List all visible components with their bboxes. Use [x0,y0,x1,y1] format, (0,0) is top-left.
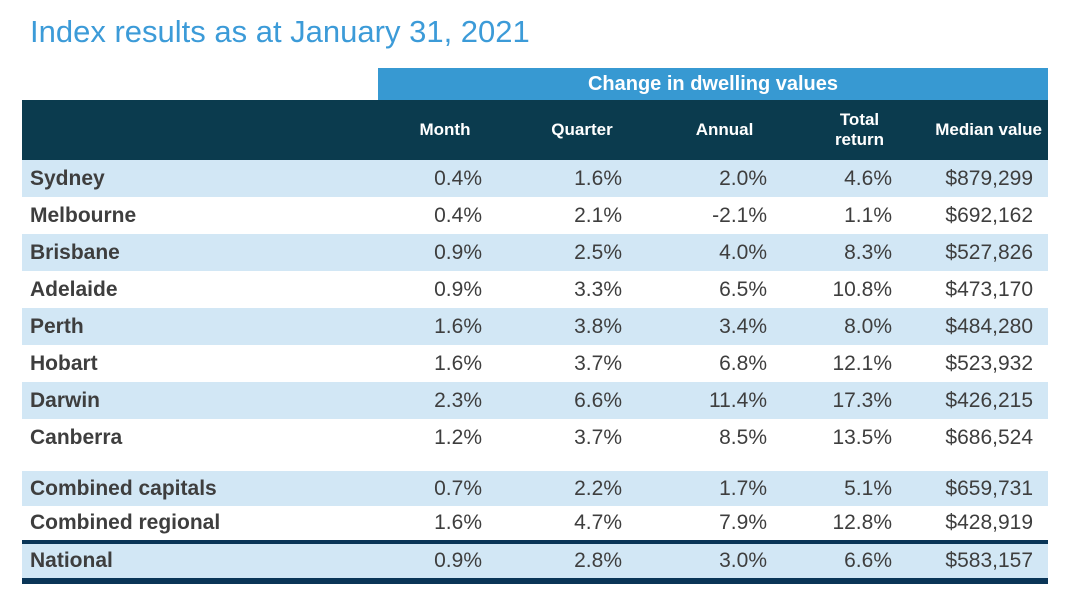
row-label: Perth [30,314,84,338]
cell-total-return: 5.1% [844,476,892,500]
table-row-sydney: Sydney 0.4% 1.6% 2.0% 4.6% $879,299 [22,160,1048,197]
cell-month: 0.4% [434,166,482,190]
cell-quarter: 1.6% [574,166,622,190]
cell-median-value: $692,162 [945,203,1033,227]
table-row-brisbane: Brisbane 0.9% 2.5% 4.0% 8.3% $527,826 [22,234,1048,271]
row-label: Melbourne [30,203,137,227]
cell-total-return: 8.3% [844,240,892,264]
cell-quarter: 3.3% [574,277,622,301]
table-row-national: National 0.9% 2.8% 3.0% 6.6% $583,157 [22,540,1048,584]
cell-month: 1.2% [434,425,482,449]
change-in-dwelling-values-band: Change in dwelling values [378,68,1048,100]
cell-quarter: 4.7% [574,511,622,534]
cell-quarter: 2.5% [574,240,622,264]
col-header-quarter: Quarter [551,120,613,139]
cell-annual: 3.4% [719,314,767,338]
table-row-melbourne: Melbourne 0.4% 2.1% -2.1% 1.1% $692,162 [22,197,1048,234]
cell-total-return: 12.1% [832,351,892,375]
cell-month: 2.3% [434,388,482,412]
table-row-darwin: Darwin 2.3% 6.6% 11.4% 17.3% $426,215 [22,382,1048,419]
col-header-month: Month [419,120,471,139]
cell-median-value: $527,826 [945,240,1033,264]
cell-total-return: 6.6% [844,549,892,572]
cell-median-value: $428,919 [945,511,1033,534]
col-header-total-return-label: Total return [834,109,885,149]
cell-quarter: 3.8% [574,314,622,338]
page-title: Index results as at January 31, 2021 [30,14,530,49]
cell-median-value: $583,157 [945,549,1033,572]
table-row-adelaide: Adelaide 0.9% 3.3% 6.5% 10.8% $473,170 [22,271,1048,308]
row-label: Combined capitals [30,476,217,500]
cell-median-value: $484,280 [945,314,1033,338]
cell-month: 1.6% [434,511,482,534]
cell-month: 0.9% [434,277,482,301]
cell-median-value: $523,932 [945,351,1033,375]
row-label: Combined regional [30,511,221,534]
cell-median-value: $879,299 [945,166,1033,190]
column-header-row: Month Quarter Annual Total return Median… [22,100,1048,160]
cell-month: 0.9% [434,240,482,264]
cell-month: 1.6% [434,351,482,375]
cell-quarter: 6.6% [574,388,622,412]
row-label: Adelaide [30,277,118,301]
row-label: National [30,549,113,572]
cell-annual: 6.8% [719,351,767,375]
cell-total-return: 12.8% [832,511,892,534]
cell-median-value: $426,215 [945,388,1033,412]
row-label: Darwin [30,388,101,412]
cell-annual: 8.5% [719,425,767,449]
cell-month: 0.9% [434,549,482,572]
col-header-median-value: Median value [935,120,1042,139]
cell-quarter: 3.7% [574,351,622,375]
cell-annual: -2.1% [712,203,767,227]
band-row: Change in dwelling values [22,68,1048,100]
row-label: Brisbane [30,240,120,264]
row-label: Sydney [30,166,105,190]
cell-month: 1.6% [434,314,482,338]
band-spacer [22,68,378,100]
table-row-canberra: Canberra 1.2% 3.7% 8.5% 13.5% $686,524 [22,419,1048,456]
cell-median-value: $659,731 [945,476,1033,500]
cell-total-return: 17.3% [832,388,892,412]
cell-annual: 11.4% [709,388,767,412]
table-row-combined-capitals: Combined capitals 0.7% 2.2% 1.7% 5.1% $6… [22,471,1048,506]
cell-annual: 6.5% [719,277,767,301]
cell-median-value: $686,524 [945,425,1033,449]
col-header-annual: Annual [695,120,754,139]
cell-quarter: 3.7% [574,425,622,449]
cell-total-return: 13.5% [832,425,892,449]
cell-annual: 4.0% [719,240,767,264]
index-results-table: Change in dwelling values Month Quarter … [22,68,1048,584]
row-label: Canberra [30,425,123,449]
table-row-perth: Perth 1.6% 3.8% 3.4% 8.0% $484,280 [22,308,1048,345]
cell-month: 0.7% [434,476,482,500]
table-row-combined-regional: Combined regional 1.6% 4.7% 7.9% 12.8% $… [22,506,1048,540]
cell-quarter: 2.8% [574,549,622,572]
cell-total-return: 8.0% [844,314,892,338]
cell-total-return: 4.6% [844,166,892,190]
table-row-hobart: Hobart 1.6% 3.7% 6.8% 12.1% $523,932 [22,345,1048,382]
section-gap [22,456,1048,471]
cell-quarter: 2.1% [574,203,622,227]
cell-annual: 3.0% [719,549,767,572]
cell-annual: 2.0% [719,166,767,190]
cell-month: 0.4% [434,203,482,227]
cell-quarter: 2.2% [574,476,622,500]
cell-annual: 1.7% [719,476,767,500]
row-label: Hobart [30,351,98,375]
cell-total-return: 10.8% [832,277,892,301]
cell-median-value: $473,170 [945,277,1033,301]
cell-total-return: 1.1% [844,203,892,227]
col-header-total-return: Total return [797,110,922,150]
cell-annual: 7.9% [719,511,767,534]
